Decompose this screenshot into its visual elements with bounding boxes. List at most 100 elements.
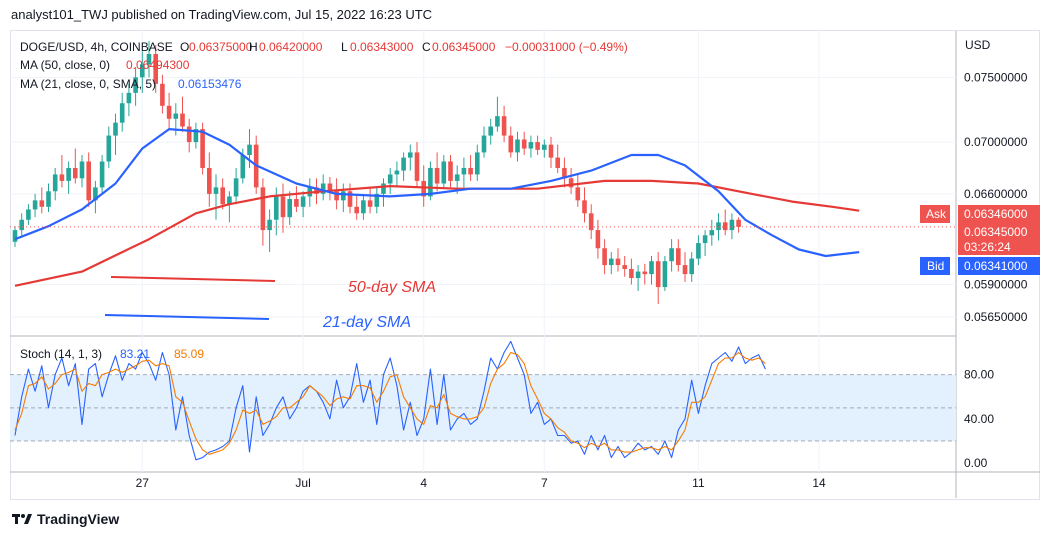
candle-body xyxy=(173,113,179,119)
bar-countdown: 03:26:24 xyxy=(964,240,1011,254)
candle-body xyxy=(93,187,98,201)
candle-body xyxy=(521,139,527,149)
candle-body xyxy=(629,268,634,279)
candle-body xyxy=(575,187,581,201)
stoch-scale-ticks[interactable]: 80.00 40.00 0.00 xyxy=(964,368,994,471)
candle-body xyxy=(274,196,279,220)
low-label: L xyxy=(341,40,348,54)
candle-body xyxy=(207,167,212,194)
candle-body xyxy=(542,144,547,150)
time-tick-label: Jul xyxy=(295,476,310,490)
bid-badge xyxy=(920,257,950,275)
candle-body xyxy=(716,222,721,231)
annotation-sma50-label: 50-day SMA xyxy=(348,279,436,296)
candle-body xyxy=(73,167,78,179)
candle-body xyxy=(421,180,426,197)
stoch-k-line xyxy=(14,340,766,461)
annotation-line-sma50 xyxy=(110,276,276,282)
candle-body xyxy=(260,187,266,231)
candle-body xyxy=(153,54,158,84)
candle-body xyxy=(347,191,353,207)
candle-body xyxy=(341,191,346,201)
price-scale-ticks[interactable]: 0.07500000 0.07000000 0.06600000 0.05900000… xyxy=(964,70,1028,324)
time-tick-label: 11 xyxy=(692,476,705,490)
candle-body xyxy=(354,206,359,214)
candle-body xyxy=(475,152,480,175)
time-tick-label: 4 xyxy=(420,476,427,490)
candle-body xyxy=(696,243,701,259)
candle-body xyxy=(180,113,185,127)
candle-body xyxy=(448,161,453,181)
candle-body xyxy=(548,144,554,158)
stoch-tick-label: 0.00 xyxy=(964,456,988,470)
stoch-tick-label: 80.00 xyxy=(964,368,994,382)
stoch-d-line xyxy=(14,351,766,455)
stoch-legend-label: Stoch (14, 1, 3) xyxy=(20,347,102,361)
symbol-label: DOGE/USD, 4h, COINBASE xyxy=(20,40,173,54)
ask-label: Ask xyxy=(926,207,947,221)
candle-body xyxy=(428,167,433,197)
candle-body xyxy=(387,174,393,184)
candle-body xyxy=(568,178,574,188)
tradingview-footer: TradingView xyxy=(12,507,119,531)
ma21-legend: MA (21, close, 0, SMA, 5) 0.06153476 xyxy=(20,77,242,91)
candle-body xyxy=(414,152,420,181)
candle-body xyxy=(622,265,627,269)
high-value: 0.06420000 xyxy=(259,40,323,54)
candle-body xyxy=(615,258,621,266)
candle-body xyxy=(535,142,540,150)
time-scale-ticks[interactable]: 27 Jul 4 7 11 14 xyxy=(136,476,826,490)
candle-body xyxy=(676,248,681,266)
stoch-k-value: 83.21 xyxy=(120,347,150,361)
tradingview-logo-icon xyxy=(12,514,32,524)
price-tick-label: 0.05650000 xyxy=(964,310,1028,324)
candle-body xyxy=(662,261,668,288)
candlestick-series xyxy=(12,41,741,304)
candle-body xyxy=(501,116,507,136)
ma50-legend-value: 0.06494300 xyxy=(126,58,190,72)
ohlc-legend: DOGE/USD, 4h, COINBASE O 0.06375000 H 0.… xyxy=(20,40,628,54)
candle-body xyxy=(367,200,373,207)
candle-body xyxy=(220,187,225,205)
candle-body xyxy=(488,126,493,136)
candle-body xyxy=(682,265,688,275)
candle-body xyxy=(227,196,232,205)
price-tick-label: 0.07000000 xyxy=(964,135,1028,149)
candle-body xyxy=(508,135,514,153)
candle-body xyxy=(642,271,648,275)
candle-body xyxy=(19,219,24,231)
ma50-legend: MA (50, close, 0) 0.06494300 xyxy=(20,58,190,72)
candle-body xyxy=(702,235,708,244)
candle-body xyxy=(146,54,152,65)
candle-body xyxy=(26,209,31,220)
change-value: −0.00031000 (−0.49%) xyxy=(505,40,628,54)
candle-body xyxy=(32,200,38,210)
candle-body xyxy=(267,219,272,231)
candle-body xyxy=(635,271,641,279)
ma21-legend-value: 0.06153476 xyxy=(178,77,242,91)
candle-body xyxy=(441,161,447,184)
candle-body xyxy=(669,248,674,262)
candle-body xyxy=(126,92,132,104)
open-value: 0.06375000 xyxy=(189,40,253,54)
time-tick-label: 14 xyxy=(812,476,826,490)
publish-info: analyst101_TWJ published on TradingView.… xyxy=(11,7,433,22)
close-value: 0.06345000 xyxy=(432,40,496,54)
tradingview-brand: TradingView xyxy=(37,511,120,527)
candle-body xyxy=(722,222,728,231)
candle-body xyxy=(481,135,487,153)
candle-body xyxy=(79,161,85,179)
candle-body xyxy=(582,200,587,214)
candle-body xyxy=(602,248,607,266)
candle-body xyxy=(160,83,165,106)
candle-body xyxy=(66,167,71,181)
candle-body xyxy=(186,126,192,143)
ma50-legend-label: MA (50, close, 0) xyxy=(20,58,110,72)
candle-body xyxy=(106,135,112,162)
candle-body xyxy=(86,161,91,201)
annotation-line-sma21 xyxy=(104,314,270,320)
candle-body xyxy=(461,167,467,175)
candle-body xyxy=(495,116,500,127)
candle-body xyxy=(240,155,246,179)
